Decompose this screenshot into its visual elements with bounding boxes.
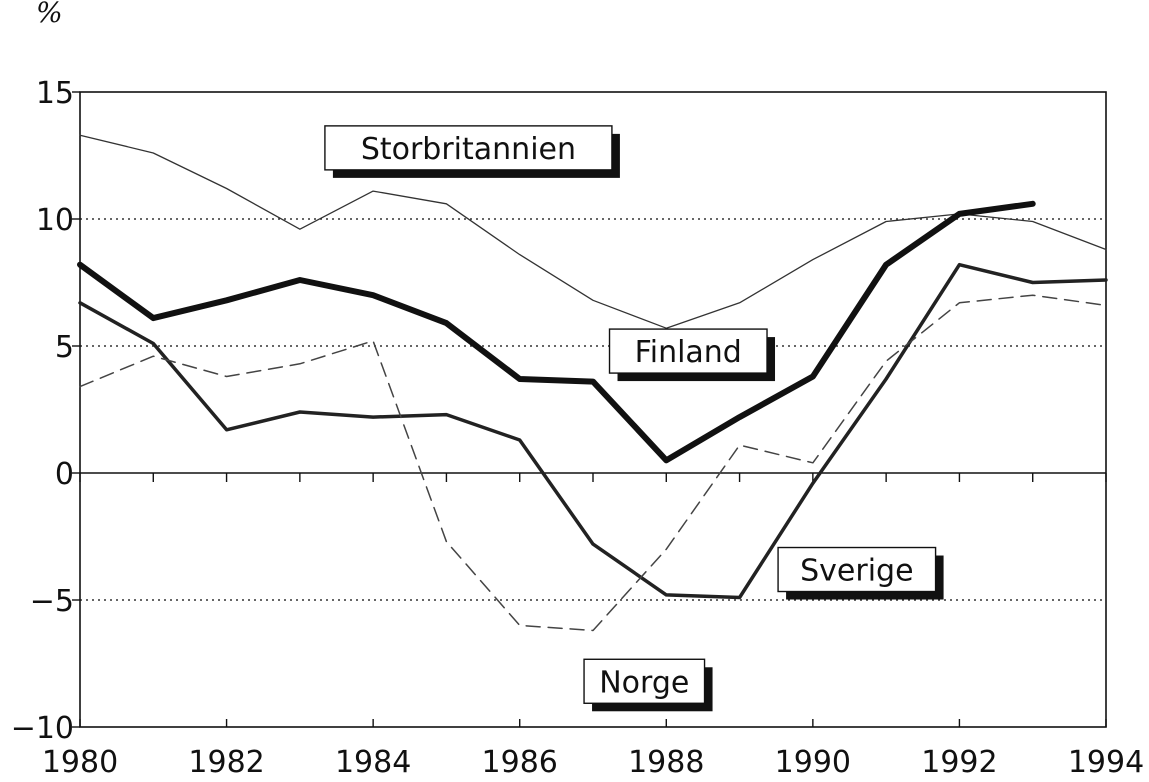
series-line-finland bbox=[77, 200, 1036, 464]
y-tick-label: 5 bbox=[55, 330, 74, 365]
series-line-storbritannien bbox=[79, 134, 1107, 329]
x-tick-label: 1988 bbox=[628, 745, 704, 780]
y-tick-label: −10 bbox=[11, 711, 74, 746]
y-tick-label: −5 bbox=[30, 584, 74, 619]
label-text: Sverige bbox=[800, 554, 913, 589]
x-tick-label: 1994 bbox=[1068, 745, 1144, 780]
series-line-sverige bbox=[78, 262, 1108, 600]
series-label-norge: Norge bbox=[583, 658, 713, 712]
label-box bbox=[324, 125, 613, 171]
x-tick-label: 1992 bbox=[921, 745, 997, 780]
series-line-norge bbox=[79, 294, 1107, 632]
series-label-storbritannien: Storbritannien bbox=[324, 125, 620, 178]
series-label-finland: Finland bbox=[608, 328, 776, 382]
x-tick-label: 1980 bbox=[42, 745, 118, 780]
y-tick-label: 0 bbox=[55, 457, 74, 492]
x-tick-label: 1990 bbox=[775, 745, 851, 780]
label-text: Norge bbox=[599, 665, 689, 700]
label-layer: Storbritannien Finland Sverige Norge bbox=[324, 125, 944, 712]
label-box bbox=[583, 658, 706, 704]
x-tick-label: 1986 bbox=[482, 745, 558, 780]
series-layer bbox=[77, 134, 1108, 632]
y-tick-label: 10 bbox=[36, 203, 74, 238]
x-tick-label: 1982 bbox=[188, 745, 264, 780]
label-text: Storbritannien bbox=[361, 132, 576, 167]
label-box bbox=[777, 546, 937, 593]
label-box bbox=[608, 328, 768, 374]
series-label-sverige: Sverige bbox=[777, 546, 944, 600]
y-tick-label: 15 bbox=[36, 76, 74, 111]
y-unit-label: % bbox=[36, 0, 63, 29]
plot-frame bbox=[79, 91, 1107, 728]
x-tick-label: 1984 bbox=[335, 745, 411, 780]
label-text: Finland bbox=[635, 335, 742, 370]
